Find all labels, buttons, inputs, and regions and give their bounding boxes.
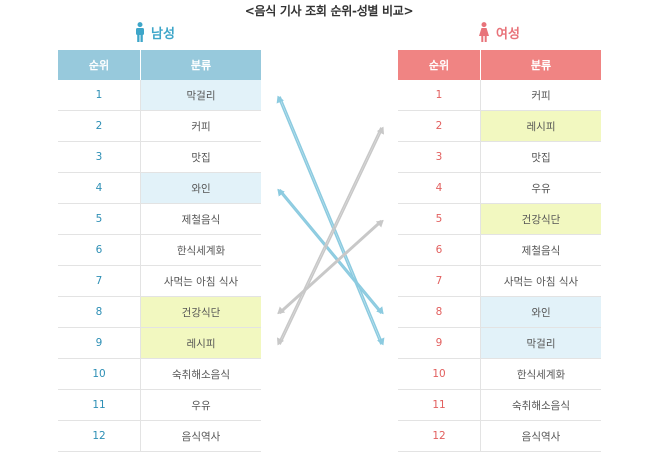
male-label: 남성 xyxy=(135,22,175,42)
female-rank-cell: 3 xyxy=(398,141,481,173)
female-rank-cell: 8 xyxy=(398,296,481,328)
female-table-row: 3 맛집 xyxy=(398,141,601,173)
male-ranking-table: 순위 분류 1 막걸리 2 커피 3 맛집 4 와인 5 제철음식 6 한식세계화 7 사먹는 아침 식사… xyxy=(58,50,261,452)
female-rank-cell: 6 xyxy=(398,234,481,266)
female-rank-cell: 1 xyxy=(398,80,481,111)
female-category-cell: 숙취해소음식 xyxy=(480,389,601,421)
female-category-header: 분류 xyxy=(480,50,601,80)
male-table-row: 8 건강식단 xyxy=(58,296,261,328)
female-category-cell: 제철음식 xyxy=(480,234,601,266)
male-label-text: 남성 xyxy=(151,26,175,42)
male-category-cell: 숙취해소음식 xyxy=(140,358,261,390)
arrow-to-male-rank-8 xyxy=(277,219,382,315)
female-table-row: 11 숙취해소음식 xyxy=(398,389,601,421)
male-category-cell: 커피 xyxy=(140,110,261,142)
male-category-cell: 와인 xyxy=(140,172,261,204)
male-rank-cell: 5 xyxy=(58,203,141,235)
male-rank-cell: 7 xyxy=(58,265,141,297)
female-rank-cell: 12 xyxy=(398,420,481,452)
female-ranking-table: 순위 분류 1 커피 2 레시피 3 맛집 4 우유 5 건강식단 6 제철음식 7 사먹는 아침 식사 8… xyxy=(398,50,601,452)
female-rank-cell: 5 xyxy=(398,203,481,235)
female-rank-cell: 2 xyxy=(398,110,481,142)
male-category-cell: 사먹는 아침 식사 xyxy=(140,265,261,297)
female-category-cell: 사먹는 아침 식사 xyxy=(480,265,601,297)
female-category-cell: 음식역사 xyxy=(480,420,601,452)
female-table-row: 1 커피 xyxy=(398,80,601,111)
female-table-row: 4 우유 xyxy=(398,172,601,204)
female-rank-cell: 10 xyxy=(398,358,481,390)
female-rank-cell: 9 xyxy=(398,327,481,359)
arrow-to-female-rank-2 xyxy=(279,126,385,345)
female-table-row: 5 건강식단 xyxy=(398,203,601,235)
female-category-cell: 와인 xyxy=(480,296,601,328)
male-rank-cell: 4 xyxy=(58,172,141,204)
male-person-icon xyxy=(135,22,145,42)
female-rank-cell: 4 xyxy=(398,172,481,204)
page-title: <음식 기사 조회 순위-성별 비교> xyxy=(244,4,414,18)
male-table-row: 9 레시피 xyxy=(58,327,261,359)
male-category-cell: 우유 xyxy=(140,389,261,421)
female-table-row: 2 레시피 xyxy=(398,110,601,142)
female-rank-cell: 11 xyxy=(398,389,481,421)
male-table-row: 5 제철음식 xyxy=(58,203,261,235)
female-rank-cell: 7 xyxy=(398,265,481,297)
male-category-cell: 맛집 xyxy=(140,141,261,173)
female-category-cell: 맛집 xyxy=(480,141,601,173)
female-label-text: 여성 xyxy=(496,26,520,42)
male-category-cell: 제철음식 xyxy=(140,203,261,235)
male-rank-cell: 1 xyxy=(58,80,141,111)
male-category-header: 분류 xyxy=(140,50,261,80)
female-category-cell: 막걸리 xyxy=(480,327,601,359)
female-category-cell: 건강식단 xyxy=(480,203,601,235)
male-table-row: 2 커피 xyxy=(58,110,261,142)
male-rank-header: 순위 xyxy=(58,50,141,80)
male-rank-cell: 10 xyxy=(58,358,141,390)
male-table-row: 7 사먹는 아침 식사 xyxy=(58,265,261,297)
female-table-row: 12 음식역사 xyxy=(398,420,601,452)
male-category-cell: 음식역사 xyxy=(140,420,261,452)
male-category-cell: 막걸리 xyxy=(140,80,261,111)
male-category-cell: 건강식단 xyxy=(140,296,261,328)
arrow-to-female-rank-9 xyxy=(279,96,385,346)
female-person-icon xyxy=(478,22,490,42)
male-table-row: 11 우유 xyxy=(58,389,261,421)
male-table-row: 10 숙취해소음식 xyxy=(58,358,261,390)
female-category-cell: 한식세계화 xyxy=(480,358,601,390)
male-rank-cell: 6 xyxy=(58,234,141,266)
male-category-cell: 레시피 xyxy=(140,327,261,359)
female-category-cell: 레시피 xyxy=(480,110,601,142)
male-category-cell: 한식세계화 xyxy=(140,234,261,266)
male-rank-cell: 11 xyxy=(58,389,141,421)
male-table-row: 3 맛집 xyxy=(58,141,261,173)
female-table-row: 10 한식세계화 xyxy=(398,358,601,390)
male-table-row: 1 막걸리 xyxy=(58,80,261,111)
arrow-to-male-rank-9 xyxy=(276,127,382,346)
male-rank-cell: 9 xyxy=(58,327,141,359)
male-table-row: 6 한식세계화 xyxy=(58,234,261,266)
arrow-to-female-rank-8 xyxy=(279,188,384,315)
arrow-to-male-rank-4 xyxy=(277,188,382,315)
arrow-to-male-rank-1 xyxy=(276,95,382,345)
female-table-row: 7 사먹는 아침 식사 xyxy=(398,265,601,297)
female-category-cell: 우유 xyxy=(480,172,601,204)
arrow-to-female-rank-5 xyxy=(279,219,384,315)
male-rank-cell: 12 xyxy=(58,420,141,452)
female-table-row: 6 제철음식 xyxy=(398,234,601,266)
male-rank-cell: 8 xyxy=(58,296,141,328)
female-label: 여성 xyxy=(478,22,520,42)
female-table-row: 9 막걸리 xyxy=(398,327,601,359)
male-table-row: 4 와인 xyxy=(58,172,261,204)
female-table-row: 8 와인 xyxy=(398,296,601,328)
male-rank-cell: 3 xyxy=(58,141,141,173)
male-rank-cell: 2 xyxy=(58,110,141,142)
female-category-cell: 커피 xyxy=(480,80,601,111)
male-table-row: 12 음식역사 xyxy=(58,420,261,452)
female-rank-header: 순위 xyxy=(398,50,481,80)
